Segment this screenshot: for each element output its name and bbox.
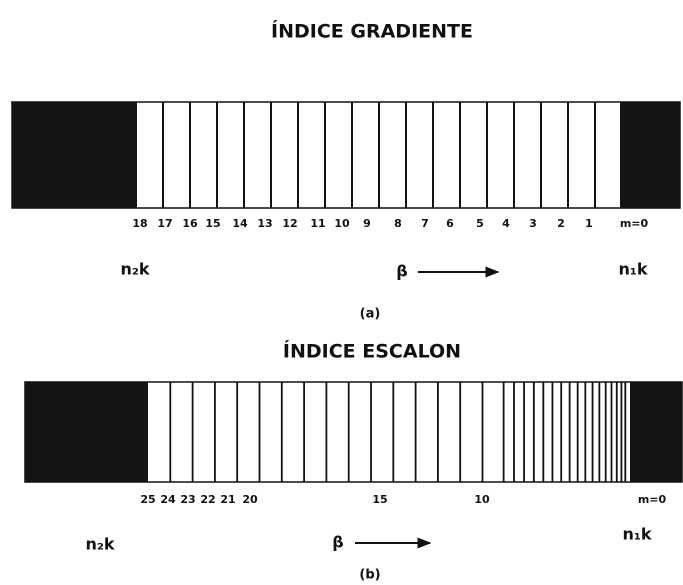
mode-label: 5 [476, 217, 484, 230]
title-b: ÍNDICE ESCALON [283, 340, 461, 363]
mode-label: 14 [232, 217, 248, 230]
mode-label: 3 [529, 217, 537, 230]
mode-label: 15 [372, 493, 387, 506]
mode-label: 7 [421, 217, 429, 230]
mode-label: 10 [334, 217, 350, 230]
right-label-a: n₁k [618, 260, 647, 279]
mode-label: 15 [205, 217, 220, 230]
mode-label: 9 [363, 217, 371, 230]
mode-label: 11 [310, 217, 325, 230]
beta-b: β [332, 533, 343, 552]
mode-label: 4 [502, 217, 510, 230]
cladding-right-b [630, 382, 682, 482]
mode-label: 18 [132, 217, 147, 230]
caption-a: (a) [360, 307, 381, 322]
mode-label: 22 [200, 493, 215, 506]
title-a: ÍNDICE GRADIENTE [271, 20, 473, 43]
cladding-left-a [12, 102, 137, 208]
mode-label: 16 [182, 217, 198, 230]
mode-label: 17 [157, 217, 172, 230]
mode-label: 20 [242, 493, 258, 506]
beta-a: β [396, 262, 407, 281]
left-label-a: n₂k [120, 260, 149, 279]
mode-label: 8 [394, 217, 402, 230]
mode-label: 12 [282, 217, 297, 230]
caption-b: (b) [359, 568, 380, 583]
mode-label: m=0 [620, 217, 649, 230]
left-label-b: n₂k [85, 535, 114, 554]
mode-label: 6 [446, 217, 454, 230]
cladding-left-b [25, 382, 148, 482]
mode-label: 25 [140, 493, 155, 506]
mode-label: 13 [257, 217, 272, 230]
mode-label: 21 [220, 493, 235, 506]
right-label-b: n₁k [622, 525, 651, 544]
mode-label: 1 [585, 217, 593, 230]
mode-label: 23 [180, 493, 195, 506]
mode-label: m=0 [638, 493, 667, 506]
mode-label: 24 [160, 493, 176, 506]
cladding-right-a [620, 102, 680, 208]
mode-label: 2 [557, 217, 565, 230]
mode-label: 10 [474, 493, 490, 506]
